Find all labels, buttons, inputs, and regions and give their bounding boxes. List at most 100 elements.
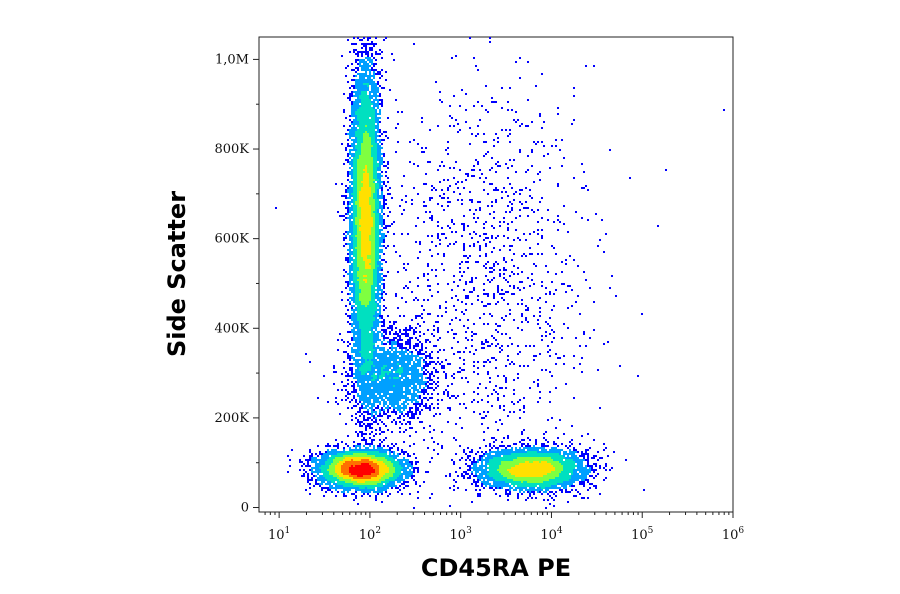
- event-dot: [507, 477, 509, 479]
- event-dot: [343, 457, 345, 459]
- event-dot: [351, 297, 353, 299]
- event-dot: [381, 159, 383, 161]
- event-dot: [361, 467, 363, 469]
- event-dot: [361, 375, 363, 377]
- event-dot: [381, 469, 383, 471]
- event-dot: [381, 333, 383, 335]
- event-dot: [559, 477, 561, 479]
- event-dot: [547, 485, 549, 487]
- event-dot: [401, 461, 403, 463]
- event-dot: [357, 157, 359, 159]
- event-dot: [349, 115, 351, 117]
- event-dot: [379, 305, 381, 307]
- event-dot: [369, 461, 371, 463]
- event-dot: [365, 463, 367, 465]
- event-dot: [363, 115, 365, 117]
- event-dot: [353, 209, 355, 211]
- event-dot: [507, 457, 509, 459]
- event-dot: [333, 455, 335, 457]
- event-dot: [389, 473, 391, 475]
- event-dot: [371, 217, 373, 219]
- event-dot: [517, 455, 519, 457]
- event-dot: [371, 361, 373, 363]
- event-dot: [349, 449, 351, 451]
- event-dot: [375, 121, 377, 123]
- event-dot: [507, 453, 509, 455]
- event-dot: [535, 497, 537, 499]
- event-dot: [359, 467, 361, 469]
- event-dot: [357, 267, 359, 269]
- event-dot: [345, 133, 347, 135]
- event-dot: [385, 71, 387, 73]
- event-dot: [341, 487, 343, 489]
- event-dot: [357, 419, 359, 421]
- event-dot: [351, 475, 353, 477]
- event-dot: [355, 481, 357, 483]
- event-dot: [369, 323, 371, 325]
- event-dot: [369, 257, 371, 259]
- event-dot: [361, 229, 363, 231]
- event-dot: [373, 155, 375, 157]
- event-dot: [375, 127, 377, 129]
- event-dot: [375, 243, 377, 245]
- event-dot: [479, 473, 481, 475]
- event-dot: [379, 287, 381, 289]
- event-dot: [507, 451, 509, 453]
- event-dot: [373, 111, 375, 113]
- event-dot: [369, 355, 371, 357]
- event-dot: [351, 235, 353, 237]
- event-dot: [373, 65, 375, 67]
- event-dot: [513, 461, 515, 463]
- event-dot: [353, 147, 355, 149]
- event-dot: [357, 101, 359, 103]
- event-dot: [555, 463, 557, 465]
- event-dot: [519, 453, 521, 455]
- event-dot: [585, 449, 587, 451]
- event-dot: [387, 479, 389, 481]
- event-dot: [485, 475, 487, 477]
- event-dot: [599, 457, 601, 459]
- event-dot: [523, 447, 525, 449]
- event-dot: [529, 459, 531, 461]
- event-dot: [521, 487, 523, 489]
- event-dot: [367, 89, 369, 91]
- event-dot: [357, 335, 359, 337]
- event-dot: [383, 455, 385, 457]
- event-dot: [565, 461, 567, 463]
- event-dot: [365, 371, 367, 373]
- event-dot: [403, 471, 405, 473]
- event-dot: [355, 317, 357, 319]
- event-dot: [357, 111, 359, 113]
- event-dot: [373, 43, 375, 45]
- event-dot: [583, 453, 585, 455]
- event-dot: [521, 481, 523, 483]
- event-dot: [381, 223, 383, 225]
- event-dot: [369, 239, 371, 241]
- event-dot: [309, 455, 311, 457]
- event-dot: [509, 489, 511, 491]
- event-dot: [365, 115, 367, 117]
- event-dot: [511, 465, 513, 467]
- event-dot: [347, 191, 349, 193]
- event-dot: [371, 181, 373, 183]
- event-dot: [365, 293, 367, 295]
- event-dot: [343, 201, 345, 203]
- event-dot: [351, 201, 353, 203]
- event-dot: [379, 471, 381, 473]
- event-dot: [359, 301, 361, 303]
- event-dot: [359, 187, 361, 189]
- event-dot: [531, 481, 533, 483]
- event-dot: [343, 453, 345, 455]
- event-dot: [347, 481, 349, 483]
- event-dot: [541, 479, 543, 481]
- event-dot: [497, 487, 499, 489]
- event-dot: [357, 343, 359, 345]
- event-dot: [373, 259, 375, 261]
- event-dot: [331, 465, 333, 467]
- event-dot: [517, 473, 519, 475]
- event-dot: [531, 461, 533, 463]
- event-dot: [357, 303, 359, 305]
- event-dot: [547, 471, 549, 473]
- event-dot: [377, 493, 379, 495]
- event-dot: [369, 477, 371, 479]
